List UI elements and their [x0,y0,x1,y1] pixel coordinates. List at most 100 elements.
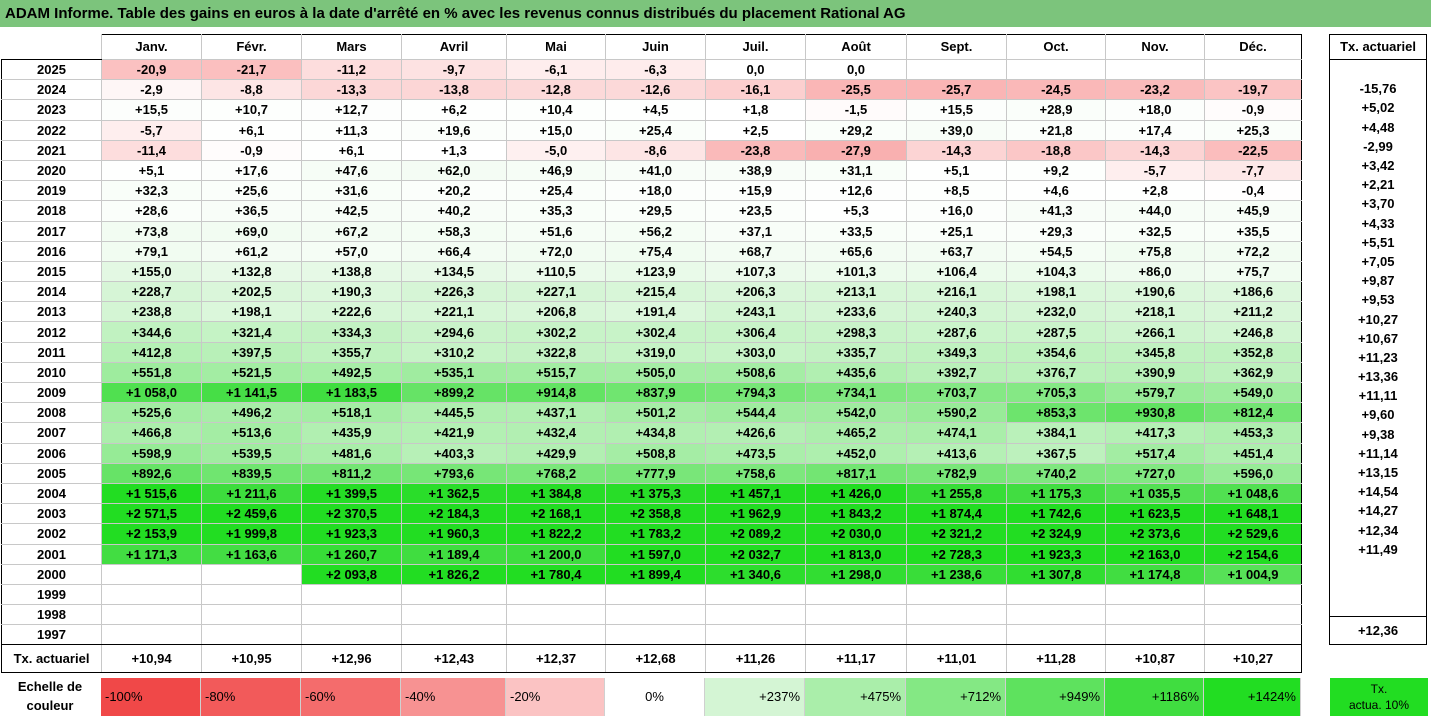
gain-cell: +72,2 [1204,240,1302,262]
gain-cell: +18,0 [1105,99,1205,121]
gain-cell: +705,3 [1006,381,1106,404]
color-scale-step: -100% [101,678,201,716]
color-scale: -100% -80% -60% -40% -20% 0% +237% +475% +712% +9… [101,678,1301,716]
year-label: 2001 [1,543,102,565]
gain-cell: +227,1 [506,281,606,303]
gain-cell [101,604,202,626]
gain-cell: +515,7 [506,361,606,384]
gain-cell: +6,2 [401,99,507,121]
gain-cell [705,604,806,626]
year-row: 2004 +1 515,6 +1 211,6 +1 399,5 +1 362,5 +1 3… [1,482,1302,505]
gain-cell: +384,1 [1006,422,1106,444]
gain-cell: +1 597,0 [605,543,706,565]
gain-cell [101,624,202,646]
footer-actuarial-value: +11,26 [705,644,806,674]
month-header: Mars [301,34,402,60]
gain-cell: +1 141,5 [201,381,302,404]
actuarial-value: +9,60 [1329,405,1427,425]
gain-cell: +322,8 [506,341,606,363]
gain-cell: +542,0 [805,402,907,424]
gain-cell: +16,0 [906,200,1007,222]
actuarial-column-table: Tx. actuariel -15,76 +5,02 +4,48 -2,99 +3,42 +… [1329,34,1427,646]
year-label: 2017 [1,220,102,242]
gain-cell: +1 826,2 [401,563,507,585]
gain-cell: +206,3 [705,281,806,303]
gain-cell: +777,9 [605,462,706,484]
footer-actuarial-value: +12,96 [301,644,402,674]
gain-cell [101,583,202,606]
gain-cell [605,624,706,646]
gain-cell: +1,3 [401,139,507,161]
gain-cell: -9,7 [401,58,507,81]
gain-cell: +15,9 [705,180,806,202]
gain-cell [1105,604,1205,626]
year-row: 2017 +73,8 +69,0 +67,2 +58,3 +51,6 +56,2 +37,1 +… [1,220,1302,242]
gain-cell [1204,624,1302,646]
year-label: 2002 [1,523,102,545]
actuarial-row: +5,51 [1329,232,1427,252]
gain-cell: +20,2 [401,180,507,202]
actuarial-value [1329,59,1427,80]
year-row: 2011 +412,8 +397,5 +355,7 +310,2 +322,8 +319,0… [1,341,1302,363]
actuarial-value: +7,05 [1329,251,1427,272]
actuarial-row [1329,597,1427,618]
gain-cell [201,604,302,626]
gain-cell: -21,7 [201,58,302,81]
year-row: 2007 +466,8 +513,6 +435,9 +421,9 +432,4 +434,8… [1,422,1302,444]
gain-cell [805,624,907,646]
gain-cell [906,58,1007,81]
gain-cell: +1 004,9 [1204,563,1302,585]
gain-cell: +39,0 [906,119,1007,141]
year-label: 1998 [1,604,102,626]
gain-cell: +465,2 [805,422,907,444]
gain-cell: +266,1 [1105,321,1205,343]
year-row: 2015 +155,0 +132,8 +138,8 +134,5 +110,5 +123,9… [1,260,1302,283]
footer-actuarial-value: +10,27 [1204,644,1302,674]
gain-cell: +1 822,2 [506,523,606,545]
year-row: 2008 +525,6 +496,2 +518,1 +445,5 +437,1 +501,2… [1,402,1302,424]
month-header: Févr. [201,34,302,60]
color-scale-step: +1186% [1105,678,1204,716]
gain-cell: +1 783,2 [605,523,706,545]
gain-cell: +233,6 [805,301,907,323]
gain-cell: +79,1 [101,240,202,262]
gain-cell: +5,3 [805,200,907,222]
actuarial-value: +13,15 [1329,462,1427,483]
gain-cell: +226,3 [401,281,507,303]
gain-cell: +23,5 [705,200,806,222]
gain-cell: -11,4 [101,139,202,161]
gain-cell: +508,8 [605,442,706,464]
gain-cell [201,583,302,606]
year-label: 2011 [1,341,102,363]
gain-cell: +2 571,5 [101,503,202,525]
gain-cell: +25,6 [201,180,302,202]
color-scale-step: -80% [201,678,301,716]
gain-cell: +544,4 [705,402,806,424]
gain-cell: +15,5 [906,99,1007,121]
year-label: 2025 [1,58,102,81]
year-row: 2006 +598,9 +539,5 +481,6 +403,3 +429,9 +508,8… [1,442,1302,464]
gain-cell [705,624,806,646]
gain-cell: +1 340,6 [705,563,806,585]
year-row: 2016 +79,1 +61,2 +57,0 +66,4 +72,0 +75,4 +68,7 +… [1,240,1302,262]
gain-cell: +302,2 [506,321,606,343]
gain-cell: +421,9 [401,422,507,444]
gain-cell: +191,4 [605,301,706,323]
actuarial-value: +2,21 [1329,175,1427,195]
footer-label: Tx. actuariel [1,644,102,674]
gain-cell: +21,8 [1006,119,1106,141]
gain-cell: +2 184,3 [401,503,507,525]
gain-cell: +525,6 [101,402,202,424]
gain-cell [805,604,907,626]
gain-cell [201,624,302,646]
gain-cell [1105,624,1205,646]
gain-cell: +4,5 [605,99,706,121]
gain-cell: -5,7 [1105,159,1205,182]
gain-cell: +505,0 [605,361,706,384]
gain-cell: +1 780,4 [506,563,606,585]
year-row: 2024 -2,9 -8,8 -13,3 -13,8 -12,8 -12,6 -16,1 -25… [1,79,1302,101]
gain-cell: +4,6 [1006,180,1106,202]
gain-cell [506,583,606,606]
actuarial-value: -15,76 [1329,79,1427,99]
actuarial-total: +12,36 [1329,616,1427,646]
